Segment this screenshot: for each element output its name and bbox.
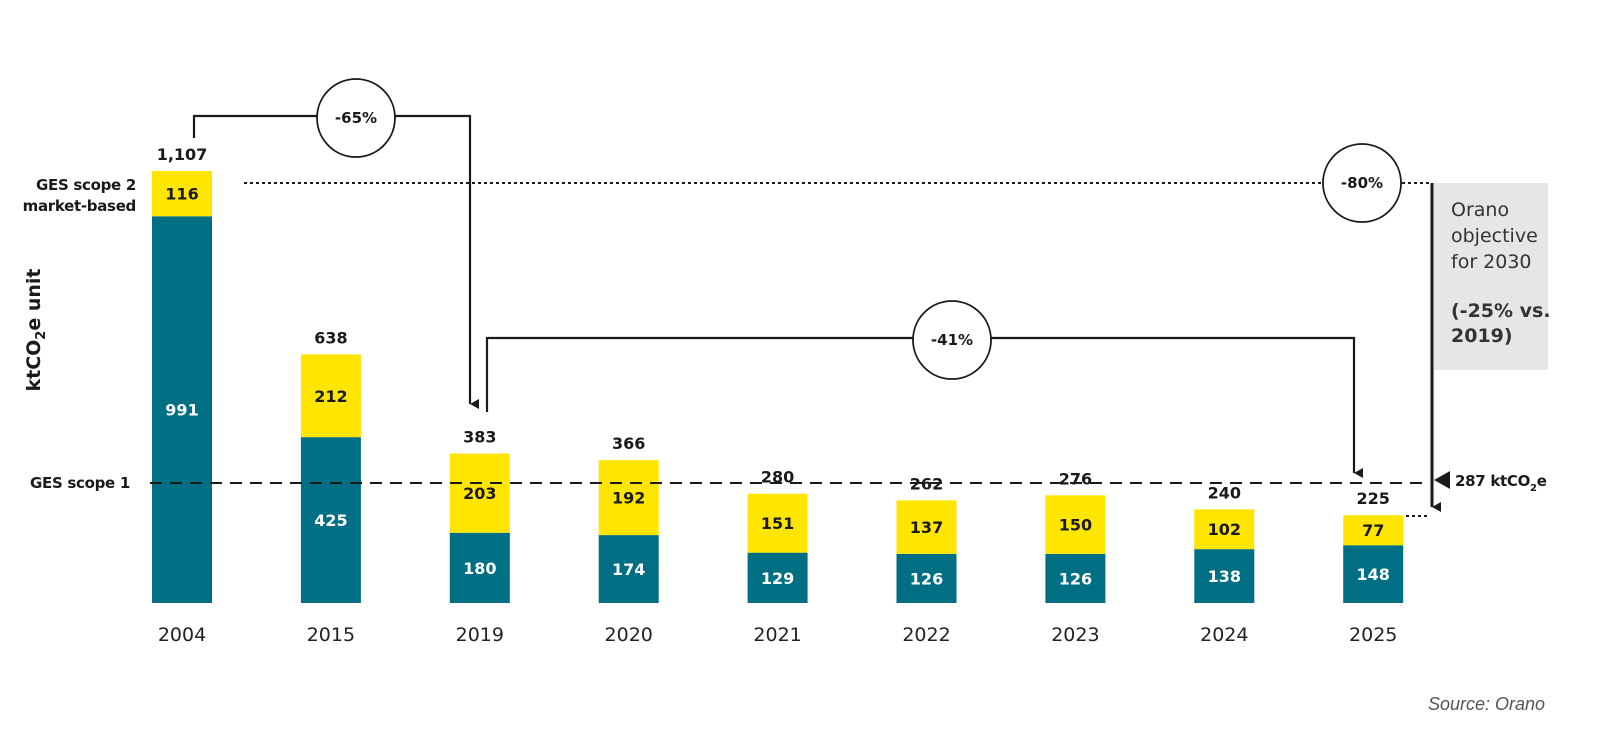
bracket-41-left bbox=[485, 336, 913, 412]
bar-segment-scope2-2015 bbox=[300, 354, 361, 438]
total-label-2004: 1,107 bbox=[157, 145, 208, 164]
total-label-2025: 225 bbox=[1356, 489, 1389, 508]
bracket-41-arrow bbox=[991, 336, 1363, 478]
objective-line-2: objective bbox=[1451, 225, 1538, 247]
x-tick-2019: 2019 bbox=[456, 624, 504, 646]
segment-label-scope1-2015: 425 bbox=[314, 511, 347, 530]
segment-label-scope2-2015: 212 bbox=[314, 387, 347, 406]
x-tick-2021: 2021 bbox=[753, 624, 801, 646]
segment-label-scope2-2024: 102 bbox=[1208, 520, 1241, 539]
badge-41 bbox=[912, 300, 992, 380]
segment-label-scope1-2024: 138 bbox=[1208, 567, 1241, 586]
badge-65-text: -65% bbox=[335, 109, 377, 127]
bar-segment-scope2-2023 bbox=[1045, 495, 1106, 554]
bar-segment-scope1-2024 bbox=[1194, 549, 1255, 603]
bars-group: 991 116 1,107 2004 425 212 638 2015 180 203 383 201… bbox=[152, 145, 1404, 646]
total-label-2019: 383 bbox=[463, 428, 496, 447]
segment-label-scope2-2019: 203 bbox=[463, 484, 496, 503]
legend-scope2-line2: market-based bbox=[23, 197, 136, 215]
badge-80 bbox=[1322, 143, 1402, 223]
segment-label-scope2-2020: 192 bbox=[612, 489, 645, 508]
x-tick-2015: 2015 bbox=[307, 624, 355, 646]
x-tick-2023: 2023 bbox=[1051, 624, 1099, 646]
source-note: Source: Orano bbox=[1428, 694, 1545, 714]
segment-label-scope1-2020: 174 bbox=[612, 560, 645, 579]
total-label-2022: 262 bbox=[910, 474, 943, 493]
total-label-2015: 638 bbox=[314, 328, 347, 347]
legend-scope1: GES scope 1 bbox=[30, 474, 130, 492]
target-value-label: 287 ktCO2e bbox=[1455, 472, 1547, 494]
bar-segment-scope2-2025 bbox=[1343, 515, 1404, 546]
bar-segment-scope1-2004 bbox=[152, 216, 212, 603]
bar-segment-scope1-2025 bbox=[1343, 545, 1404, 603]
segment-label-scope1-2021: 129 bbox=[761, 569, 794, 588]
bar-segment-scope2-2022 bbox=[896, 500, 957, 554]
objective-line-1: Orano bbox=[1451, 199, 1509, 221]
y-axis-label: ktCO2e unit bbox=[23, 268, 49, 391]
bracket-65-left bbox=[192, 114, 318, 138]
bar-segment-scope2-2020 bbox=[598, 460, 659, 536]
bar-segment-scope2-2004 bbox=[152, 171, 212, 217]
segment-label-scope2-2025: 77 bbox=[1362, 521, 1384, 540]
bar-segment-scope2-2019 bbox=[449, 453, 510, 533]
x-tick-2025: 2025 bbox=[1349, 624, 1397, 646]
bar-segment-scope1-2020 bbox=[598, 535, 659, 603]
total-label-2020: 366 bbox=[612, 434, 645, 453]
total-label-2023: 276 bbox=[1059, 469, 1092, 488]
objective-line-5: 2019) bbox=[1451, 325, 1513, 347]
segment-label-scope1-2022: 126 bbox=[910, 569, 943, 588]
objective-line-3: for 2030 bbox=[1451, 251, 1532, 273]
total-label-2021: 280 bbox=[761, 468, 794, 487]
bar-segment-scope2-2024 bbox=[1194, 509, 1255, 550]
segment-label-scope2-2021: 151 bbox=[761, 514, 794, 533]
objective-line-4: (-25% vs. bbox=[1451, 300, 1551, 322]
bracket-65-arrow bbox=[394, 114, 479, 409]
x-tick-2020: 2020 bbox=[605, 624, 653, 646]
segment-label-scope2-2022: 137 bbox=[910, 518, 943, 537]
badge-65 bbox=[316, 78, 396, 158]
x-tick-2022: 2022 bbox=[902, 624, 950, 646]
segment-label-scope2-2023: 150 bbox=[1059, 516, 1092, 535]
bar-segment-scope1-2023 bbox=[1045, 553, 1106, 603]
segment-label-scope1-2019: 180 bbox=[463, 559, 496, 578]
segment-label-scope2-2004: 116 bbox=[165, 185, 198, 204]
badge-41-text: -41% bbox=[931, 331, 973, 349]
bar-segment-scope1-2019 bbox=[449, 532, 510, 603]
segment-label-scope1-2004: 991 bbox=[165, 401, 198, 420]
x-tick-2004: 2004 bbox=[158, 624, 206, 646]
bar-segment-scope2-2021 bbox=[747, 493, 808, 553]
bar-segment-scope1-2015 bbox=[300, 437, 361, 603]
objective-box bbox=[1434, 183, 1548, 370]
bar-segment-scope1-2021 bbox=[747, 552, 808, 603]
legend-scope2-line1: GES scope 2 bbox=[36, 176, 136, 194]
target-marker-icon bbox=[1434, 471, 1450, 489]
x-tick-2024: 2024 bbox=[1200, 624, 1248, 646]
segment-label-scope1-2023: 126 bbox=[1059, 569, 1092, 588]
total-label-2024: 240 bbox=[1208, 483, 1241, 502]
badge-80-text: -80% bbox=[1341, 174, 1383, 192]
bar-segment-scope1-2022 bbox=[896, 553, 957, 603]
segment-label-scope1-2025: 148 bbox=[1356, 565, 1389, 584]
